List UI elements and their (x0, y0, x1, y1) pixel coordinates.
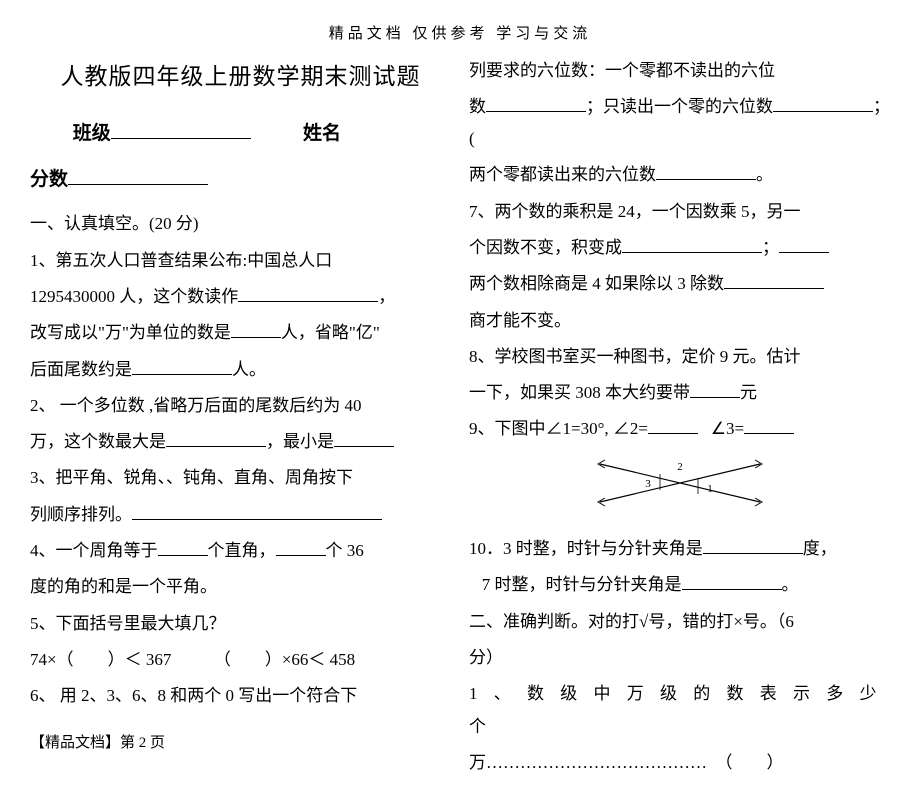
q4-line2: 度的角的和是一个平角。 (30, 571, 451, 603)
q1-text-e: 后面尾数约是 (30, 360, 132, 379)
q4-blank1[interactable] (158, 555, 208, 556)
form-line: 班级 姓名 (30, 116, 451, 152)
q7-text-b: 个因数不变，积变成 (469, 238, 622, 257)
q6-line2: 列要求的六位数：一个零都不读出的六位 (469, 55, 890, 87)
sec2-q1-line1: 1 、 数 级 中 万 级 的 数 表 示 多 少 个 (469, 678, 890, 743)
class-label: 班级 (73, 123, 111, 144)
q8-line1: 8、学校图书室买一种图书，定价 9 元。估计 (469, 341, 890, 373)
q6-line3: 数；只读出一个零的六位数；( (469, 91, 890, 156)
q7-blank2[interactable] (724, 288, 824, 289)
header-note: 精品文档 仅供参考 学习与交流 (30, 20, 890, 49)
svg-text:3: 3 (645, 478, 651, 490)
q7-text-c: ； (762, 238, 779, 257)
q2-text-b: 万，这个数最大是 (30, 432, 166, 451)
q4-text-b: 个直角， (208, 541, 276, 560)
q8-blank[interactable] (690, 397, 740, 398)
q2-line2: 万，这个数最大是 ，最小是 (30, 426, 451, 458)
q7-line2: 个因数不变，积变成 ； (469, 232, 890, 264)
class-blank[interactable] (111, 138, 251, 139)
q10-text-c: 7 时整，时针与分针夹角是 (482, 575, 682, 594)
q8-text-c: 元 (740, 383, 757, 402)
q1-blank1[interactable] (238, 301, 378, 302)
svg-text:1: 1 (707, 483, 713, 495)
sec2-q1-line2: 万………………………………… （ ） (469, 747, 890, 779)
q9-text-b: ∠3= (711, 419, 744, 438)
score-line: 分数 (30, 162, 451, 198)
q7-blank1b[interactable] (779, 252, 829, 253)
content-columns: 人教版四年级上册数学期末测试题 班级 姓名 分数 一、认真填空。(20 分) 1… (30, 55, 890, 784)
q6-line1: 6、 用 2、3、6、8 和两个 0 写出一个符合下 (30, 680, 451, 712)
q4-blank2[interactable] (276, 555, 326, 556)
svg-text:2: 2 (677, 461, 683, 473)
q1-line3: 改写成以"万"为单位的数是 人，省略"亿" (30, 317, 451, 349)
q10-line2: 7 时整，时针与分针夹角是 。 (469, 569, 890, 601)
q6-blank3[interactable] (656, 179, 756, 180)
q3-line1: 3、把平角、锐角、、钝角、直角、周角按下 (30, 462, 451, 494)
q6-text-d: ；只读出一个零的六位数 (586, 97, 773, 116)
q2-blank1[interactable] (166, 446, 266, 447)
q9-blank1[interactable] (648, 433, 698, 434)
q8-line2: 一下，如果买 308 本大约要带 元 (469, 377, 890, 409)
q1-text-d: 人，省略"亿" (281, 323, 380, 342)
q1-blank3[interactable] (132, 374, 232, 375)
q1-blank2[interactable] (231, 337, 281, 338)
q6-line4: 两个零都读出来的六位数 。 (469, 159, 890, 191)
q4-line1: 4、一个周角等于 个直角， 个 36 (30, 535, 451, 567)
q10-line1: 10．3 时整，时针与分针夹角是 度， (469, 533, 890, 565)
left-column: 人教版四年级上册数学期末测试题 班级 姓名 分数 一、认真填空。(20 分) 1… (30, 55, 451, 784)
q10-text-d: 。 (782, 575, 799, 594)
q4-text-a: 4、一个周角等于 (30, 541, 158, 560)
q6-blank1[interactable] (486, 111, 586, 112)
q9-blank2[interactable] (744, 433, 794, 434)
q1-line2: 1295430000 人，这个数读作， (30, 281, 451, 313)
q10-blank2[interactable] (682, 589, 782, 590)
section1-title: 一、认真填空。(20 分) (30, 208, 451, 240)
name-label: 姓名 (303, 123, 341, 144)
q1-text-f: 人。 (232, 360, 266, 379)
q9-text-a: 9、下图中∠1=30°, ∠2= (469, 419, 648, 438)
q1-line1: 1、第五次人口普查结果公布:中国总人口 (30, 245, 451, 277)
q6-blank2[interactable] (773, 111, 873, 112)
page-title: 人教版四年级上册数学期末测试题 (30, 55, 451, 99)
q2-blank2[interactable] (334, 446, 394, 447)
q1-line4: 后面尾数约是 人。 (30, 354, 451, 386)
q1-text-b: 1295430000 人，这个数读作 (30, 287, 238, 306)
q6-text-f: 两个零都读出来的六位数 (469, 165, 656, 184)
q3-text-b: 列顺序排列。 (30, 505, 132, 524)
section2-line2: 分） (469, 642, 890, 674)
q4-text-c: 个 36 (326, 541, 364, 560)
q7-text-d: 两个数相除商是 4 如果除以 3 除数 (469, 274, 724, 293)
score-blank[interactable] (68, 184, 208, 185)
q9-line1: 9、下图中∠1=30°, ∠2= ∠3= (469, 413, 890, 445)
q8-text-b: 一下，如果买 308 本大约要带 (469, 383, 690, 402)
q10-text-b: 度， (803, 539, 837, 558)
q7-line3: 两个数相除商是 4 如果除以 3 除数 (469, 268, 890, 300)
section2-line1: 二、准确判断。对的打√号，错的打×号。（6 (469, 606, 890, 638)
q5-line1: 5、下面括号里最大填几？ (30, 608, 451, 640)
angle-diagram: 2 3 1 (469, 452, 890, 523)
q3-blank[interactable] (132, 519, 382, 520)
score-label: 分数 (30, 169, 68, 190)
q6-text-c: 数 (469, 97, 486, 116)
q2-line1: 2、 一个多位数 ,省略万后面的尾数后约为 40 (30, 390, 451, 422)
page-footer: 【精品文档】第 2 页 (30, 729, 451, 758)
right-column: 列要求的六位数：一个零都不读出的六位 数；只读出一个零的六位数；( 两个零都读出… (469, 55, 890, 784)
q2-text-c: ，最小是 (266, 432, 334, 451)
q3-line2: 列顺序排列。 (30, 499, 451, 531)
q7-line1: 7、两个数的乘积是 24，一个因数乘 5，另一 (469, 196, 890, 228)
q6-text-g: 。 (756, 165, 773, 184)
q10-text-a: 10．3 时整，时针与分针夹角是 (469, 539, 703, 558)
q7-line4: 商才能不变。 (469, 305, 890, 337)
q10-blank1[interactable] (703, 553, 803, 554)
q1-text-c: 改写成以"万"为单位的数是 (30, 323, 231, 342)
q7-blank1[interactable] (622, 252, 762, 253)
